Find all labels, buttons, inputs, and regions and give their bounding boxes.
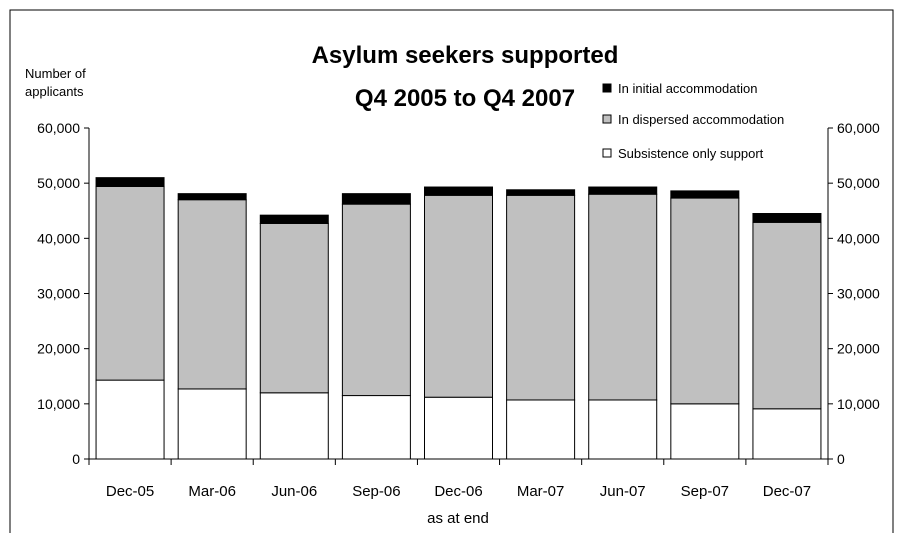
bar-segment-dispersed	[259, 222, 329, 394]
chart-title-line2: Q4 2005 to Q4 2007	[355, 85, 575, 112]
chart-title-line1: Asylum seekers supported	[312, 42, 619, 69]
bar-segment-initial	[95, 177, 165, 187]
bar-segment-initial	[670, 190, 740, 199]
bar-segment-initial	[259, 214, 329, 224]
y-tick-label-left: 40,000	[37, 230, 80, 246]
bar-segment-subsistence	[588, 399, 658, 460]
bar-segment-subsistence	[341, 395, 411, 460]
bar-segment-initial	[506, 189, 576, 196]
y-ticks-right: 0 10,000 20,000 30,000 40,000 50,000 60,000	[828, 120, 880, 467]
bar-segment-dispersed	[752, 221, 822, 410]
bar-segment-dispersed	[424, 194, 493, 398]
x-ticks	[88, 459, 829, 465]
bar-segment-dispersed	[506, 194, 576, 401]
bar-segment-initial	[588, 186, 658, 195]
legend-swatch	[602, 83, 612, 93]
y-tick-label-right: 20,000	[837, 341, 880, 357]
bar-segment-subsistence	[752, 408, 822, 460]
chart-frame	[9, 9, 894, 533]
legend-label: In dispersed accommodation	[618, 112, 784, 127]
legend: In initial accommodation In dispersed acc…	[602, 81, 784, 161]
y-tick-label-left: 10,000	[37, 396, 80, 412]
bars	[95, 177, 822, 460]
x-tick-label: Jun-07	[600, 483, 646, 500]
bar-segment-dispersed	[588, 193, 658, 401]
y-tick-label-left: 30,000	[37, 286, 80, 302]
y-tick-label-left: 20,000	[37, 341, 80, 357]
y-tick-label-right: 30,000	[837, 286, 880, 302]
y-tick-label-right: 50,000	[837, 175, 880, 191]
bar-segment-initial	[177, 193, 247, 201]
bar-segment-subsistence	[424, 396, 493, 460]
x-tick-label: Dec-07	[763, 483, 811, 500]
y-tick-label-right: 60,000	[837, 120, 880, 136]
y-tick-label-left: 50,000	[37, 175, 80, 191]
y-tick-label-left: 0	[72, 451, 80, 467]
bar-segment-initial	[752, 213, 822, 223]
x-tick-label: Mar-06	[188, 483, 236, 500]
bar-segment-initial	[341, 193, 411, 205]
y-axis-label-line2: applicants	[25, 84, 84, 99]
x-tick-label: Dec-06	[434, 483, 482, 500]
y-tick-label-right: 10,000	[837, 396, 880, 412]
bar-segment-subsistence	[670, 403, 740, 460]
x-tick-label: Sep-07	[681, 483, 729, 500]
x-axis-label: as at end	[427, 510, 489, 527]
x-tick-labels: Dec-05 Mar-06 Jun-06 Sep-06 Dec-06 Mar-07 Jun-…	[106, 483, 811, 500]
bar-segment-dispersed	[177, 199, 247, 390]
legend-label: In initial accommodation	[618, 81, 757, 96]
y-tick-label-right: 40,000	[837, 230, 880, 246]
legend-label: Subsistence only support	[618, 146, 764, 161]
y-axis-label-line1: Number of	[25, 66, 86, 81]
bar-segment-dispersed	[95, 185, 165, 381]
bar-segment-subsistence	[95, 379, 165, 460]
bar-segment-subsistence	[177, 388, 247, 460]
y-tick-label-right: 0	[837, 451, 845, 467]
x-tick-label: Sep-06	[352, 483, 400, 500]
x-tick-label: Jun-06	[271, 483, 317, 500]
x-tick-label: Mar-07	[517, 483, 565, 500]
y-ticks-left: 0 10,000 20,000 30,000 40,000 50,000 60,000	[37, 120, 89, 467]
legend-swatch	[602, 114, 612, 124]
y-tick-label-left: 60,000	[37, 120, 80, 136]
bar-segment-initial	[424, 186, 493, 196]
bar-segment-subsistence	[506, 399, 576, 460]
bar-segment-dispersed	[341, 203, 411, 397]
bar-segment-dispersed	[670, 197, 740, 405]
legend-swatch	[602, 148, 612, 158]
x-tick-label: Dec-05	[106, 483, 154, 500]
bar-segment-subsistence	[259, 392, 329, 460]
